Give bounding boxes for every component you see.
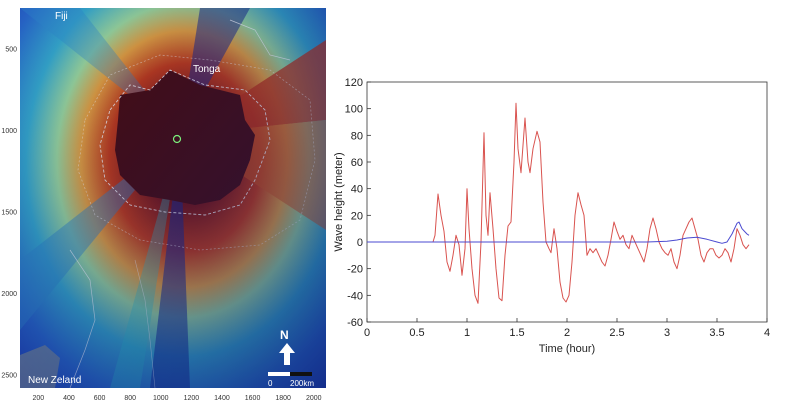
series-line-2 (367, 221, 750, 244)
wave-height-chart-panel: -60 -40 -20 0 20 40 60 80 100 120 0 0.5 1 1.5 2 2.5 3 3.… (330, 0, 786, 410)
scale-bar: 0 200km (268, 372, 314, 388)
map-x-tick-label: 400 (63, 395, 75, 402)
map-y-tick-label: 2500 (1, 372, 17, 379)
x-axis: 0 0.5 1 1.5 2 2.5 3 3.5 4 (364, 318, 770, 339)
map-y-tick-label: 1000 (1, 128, 17, 135)
x-tick-label: 3.5 (709, 327, 724, 339)
x-tick-label: 2 (564, 327, 570, 339)
scale-bar-start-label: 0 (268, 379, 273, 388)
north-arrow-icon (279, 343, 295, 365)
y-axis: -60 -40 -20 0 20 40 60 80 100 120 (345, 77, 371, 329)
scale-bar-end-label: 200km (290, 379, 314, 388)
plot-area-frame (366, 81, 768, 323)
x-tick-label: 1.5 (509, 327, 524, 339)
y-tick-label: -60 (347, 317, 363, 329)
place-label-tonga: Tonga (193, 64, 221, 75)
place-label-fiji: Fiji (55, 11, 68, 22)
y-axis-label: Wave height (meter) (333, 152, 345, 251)
tsunami-map-panel: Fiji Tonga New Zeland N 0 200km 200 400 60… (0, 0, 330, 410)
x-tick-label: 0.5 (409, 327, 424, 339)
map-y-tick-label: 1500 (1, 209, 17, 216)
x-tick-label: 4 (764, 327, 770, 339)
y-tick-label: -40 (347, 290, 363, 302)
series-line-1 (367, 102, 750, 304)
x-tick-label: 1 (464, 327, 470, 339)
y-tick-label: 0 (357, 237, 363, 249)
map-x-tick-label: 2000 (306, 395, 322, 402)
map-x-tick-label: 200 (33, 395, 45, 402)
map-shading (20, 8, 326, 388)
wave-height-chart: -60 -40 -20 0 20 40 60 80 100 120 0 0.5 1 1.5 2 2.5 3 3.… (333, 77, 770, 355)
scale-bar-black-segment (290, 372, 312, 376)
y-tick-label: 20 (351, 210, 363, 222)
y-tick-label: 100 (345, 104, 363, 116)
map-x-tick-label: 1000 (153, 395, 169, 402)
scale-bar-white-segment (268, 372, 290, 376)
north-arrow-label: N (280, 328, 289, 342)
map-y-tick-label: 2000 (1, 291, 17, 298)
north-arrow: N (279, 328, 295, 365)
tsunami-map: Fiji Tonga New Zeland N 0 200km 200 400 60… (1, 8, 326, 402)
y-tick-label: 60 (351, 157, 363, 169)
map-x-tick-label: 800 (124, 395, 136, 402)
place-label-new-zealand: New Zeland (28, 375, 81, 386)
map-axis-ticks: 200 400 600 800 1000 1200 1400 1600 1800 2000 500 1… (1, 46, 321, 402)
series-layer (367, 102, 750, 304)
map-x-tick-label: 1400 (214, 395, 230, 402)
y-tick-label: -20 (347, 264, 363, 276)
map-x-tick-label: 1200 (184, 395, 200, 402)
x-tick-label: 3 (664, 327, 670, 339)
y-tick-label: 80 (351, 130, 363, 142)
map-y-tick-label: 500 (5, 46, 17, 53)
epicenter-marker (172, 134, 182, 144)
x-tick-label: 0 (364, 327, 370, 339)
x-axis-label: Time (hour) (539, 343, 595, 355)
x-tick-label: 2.5 (609, 327, 624, 339)
map-x-tick-label: 1800 (275, 395, 291, 402)
y-tick-label: 40 (351, 184, 363, 196)
map-x-tick-label: 600 (94, 395, 106, 402)
map-x-tick-label: 1600 (245, 395, 261, 402)
y-tick-label: 120 (345, 77, 363, 89)
